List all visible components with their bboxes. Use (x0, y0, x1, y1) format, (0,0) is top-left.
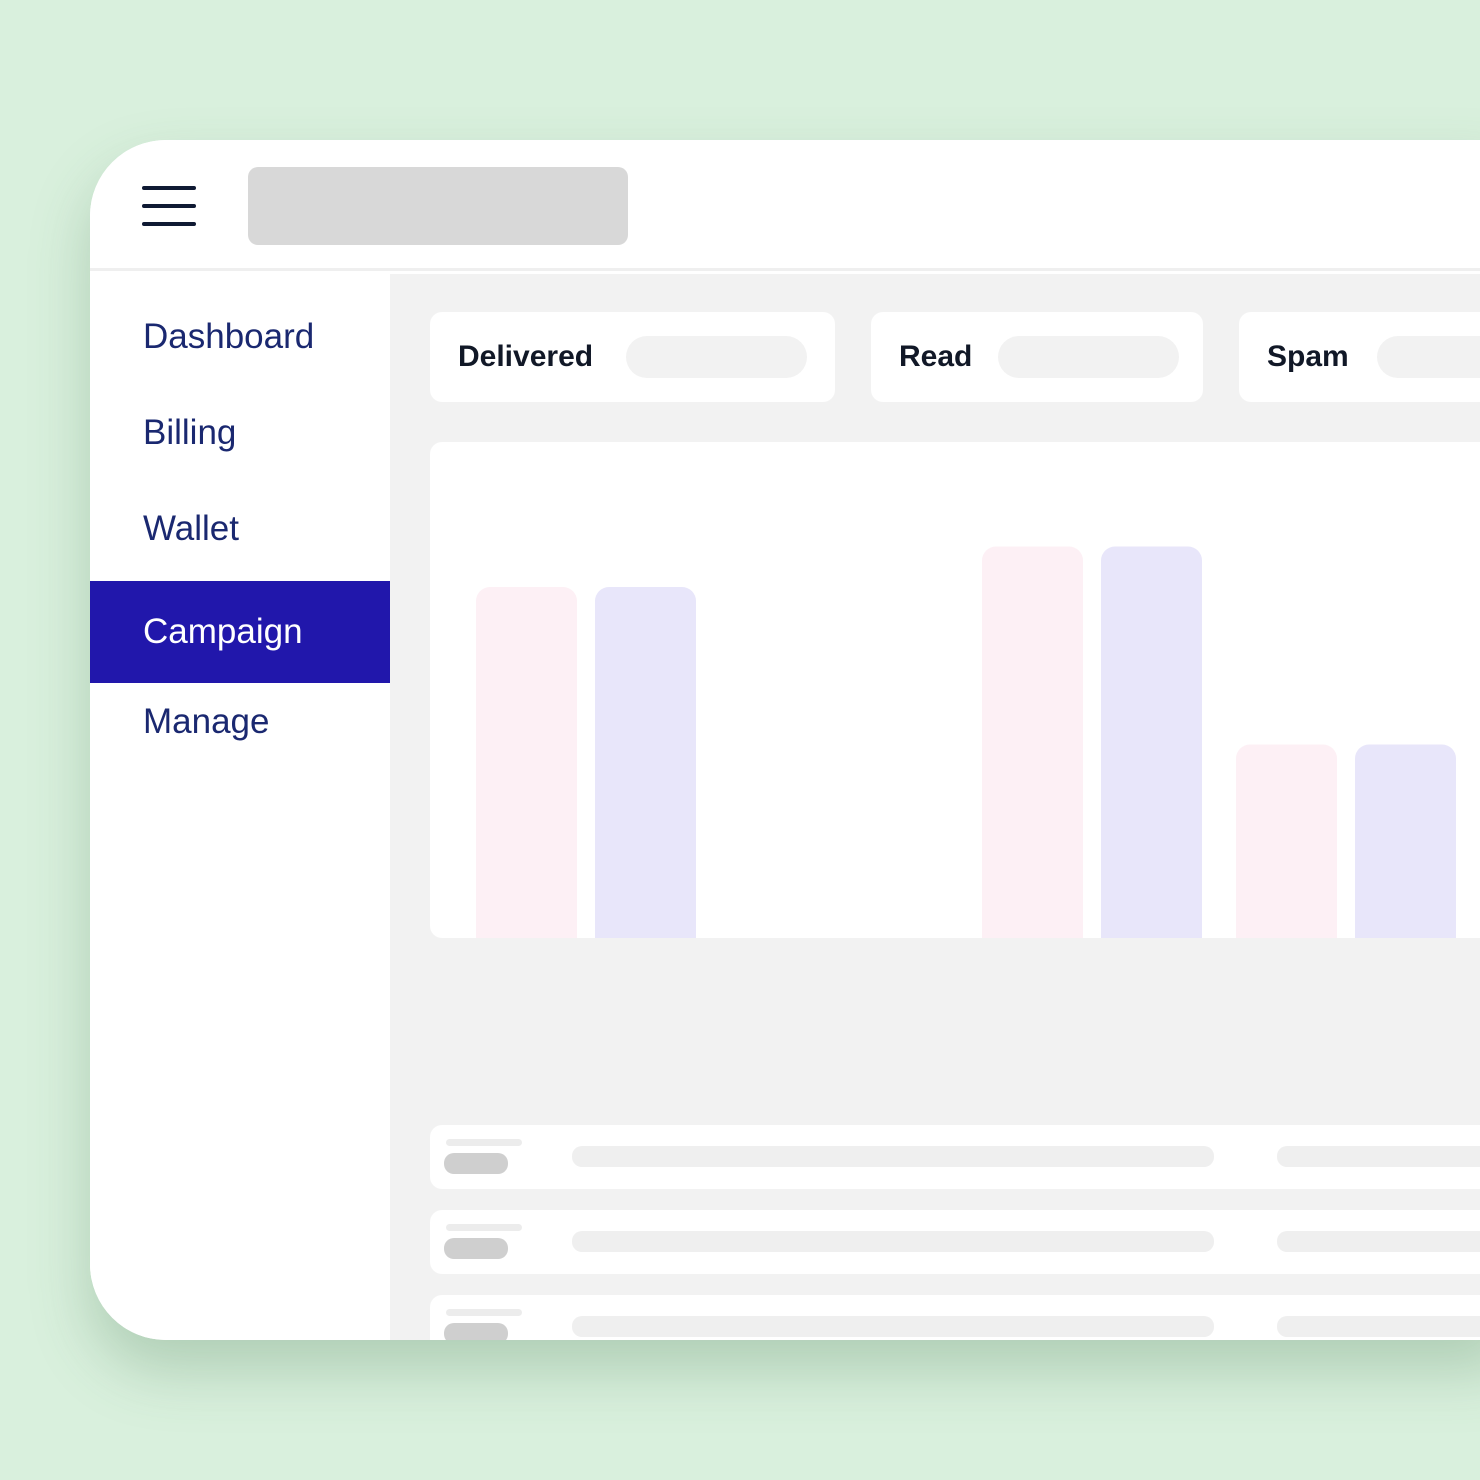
sidebar-item-manage[interactable]: Manage (90, 671, 390, 773)
stat-value-placeholder (1377, 336, 1480, 378)
bar-chart (476, 546, 1456, 938)
table-row[interactable] (430, 1125, 1480, 1189)
row-text-placeholder (572, 1316, 1214, 1337)
row-tag-placeholder (444, 1238, 508, 1259)
hamburger-menu-icon[interactable] (142, 186, 198, 226)
stat-label: Read (899, 340, 973, 373)
row-caption-placeholder (446, 1139, 522, 1146)
sidebar-item-campaign[interactable]: Campaign (90, 581, 390, 683)
row-tag-placeholder (444, 1153, 508, 1174)
hamburger-line (142, 186, 196, 190)
hamburger-line (142, 204, 196, 208)
row-value-placeholder (1277, 1146, 1480, 1167)
chart-bar (982, 546, 1083, 938)
row-value-placeholder (1277, 1231, 1480, 1252)
row-text-placeholder (572, 1231, 1214, 1252)
main-content: Delivered Read Spam (390, 274, 1480, 1340)
chart-card (430, 442, 1480, 938)
stat-card-read[interactable]: Read (871, 312, 1203, 402)
sidebar-item-wallet[interactable]: Wallet (90, 478, 390, 580)
top-bar (90, 140, 1480, 271)
sidebar-item-dashboard[interactable]: Dashboard (90, 286, 390, 388)
chart-bar (476, 587, 577, 938)
hamburger-line (142, 222, 196, 226)
row-text-placeholder (572, 1146, 1214, 1167)
table-row[interactable] (430, 1295, 1480, 1340)
stat-label: Delivered (458, 340, 594, 373)
row-tag-placeholder (444, 1323, 508, 1340)
sidebar: Dashboard Billing Wallet Campaign Manage (90, 274, 390, 1340)
chart-bar (1236, 744, 1337, 938)
chart-bar (1355, 744, 1456, 938)
sidebar-item-label: Manage (143, 702, 270, 741)
page-title-placeholder (248, 167, 628, 245)
stat-label: Spam (1267, 340, 1349, 373)
sidebar-item-label: Campaign (143, 612, 303, 651)
table-row[interactable] (430, 1210, 1480, 1274)
chart-bar (595, 587, 696, 938)
stat-value-placeholder (998, 336, 1179, 378)
row-caption-placeholder (446, 1224, 522, 1231)
stat-card-delivered[interactable]: Delivered (430, 312, 835, 402)
row-caption-placeholder (446, 1309, 522, 1316)
sidebar-item-label: Billing (143, 413, 237, 452)
stat-card-spam[interactable]: Spam (1239, 312, 1480, 402)
sidebar-item-label: Dashboard (143, 317, 315, 356)
row-value-placeholder (1277, 1316, 1480, 1337)
stat-value-placeholder (626, 336, 807, 378)
sidebar-item-billing[interactable]: Billing (90, 382, 390, 484)
app-window: Dashboard Billing Wallet Campaign Manage… (90, 140, 1480, 1340)
chart-bar (1101, 546, 1202, 938)
sidebar-item-label: Wallet (143, 509, 239, 548)
